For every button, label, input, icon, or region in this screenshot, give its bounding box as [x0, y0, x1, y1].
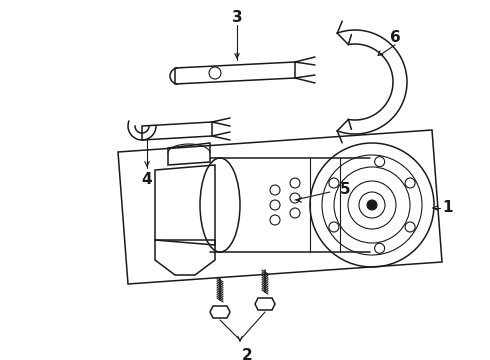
Text: 5: 5	[340, 183, 350, 198]
Text: 1: 1	[443, 201, 453, 216]
Text: 2: 2	[242, 347, 252, 360]
Text: 3: 3	[232, 10, 243, 26]
Text: 4: 4	[142, 172, 152, 188]
Text: 6: 6	[390, 31, 400, 45]
Circle shape	[367, 200, 377, 210]
